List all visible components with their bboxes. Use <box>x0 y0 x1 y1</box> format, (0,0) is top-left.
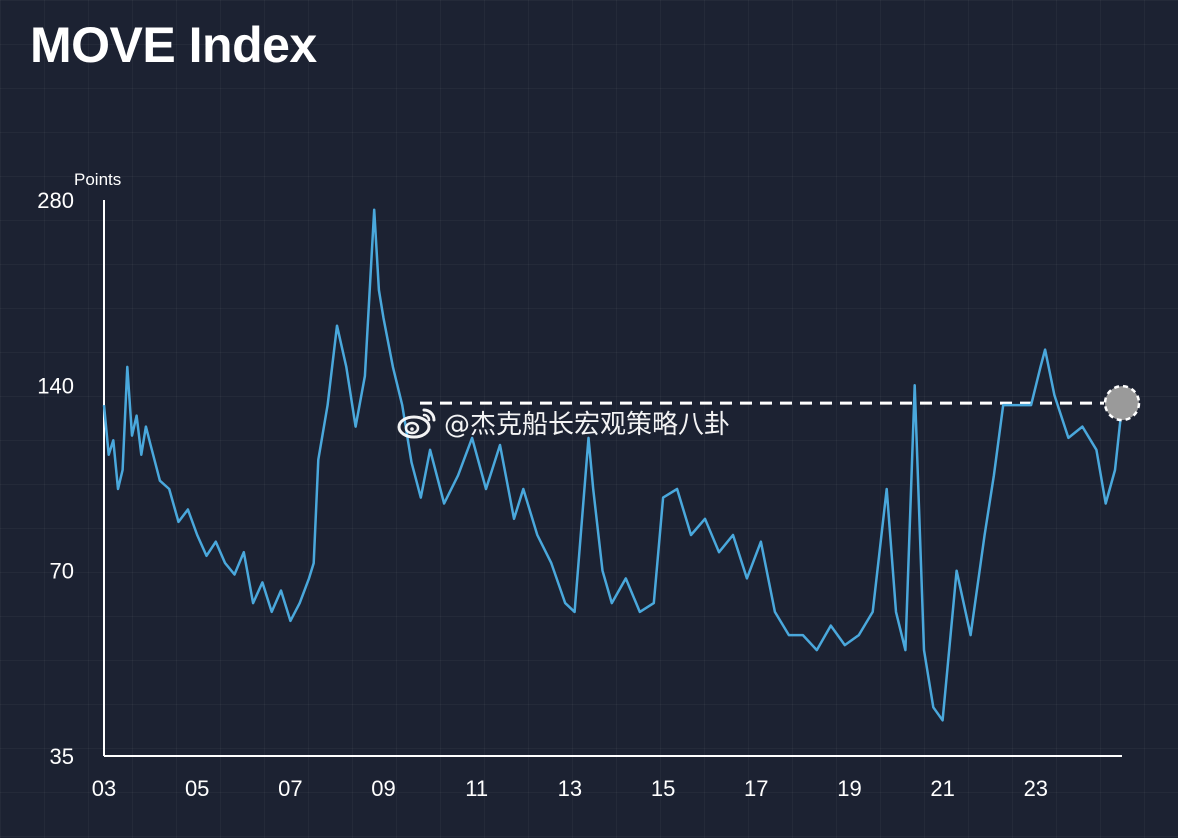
watermark-text: @杰克船长宏观策略八卦 <box>444 410 731 440</box>
weibo-logo-icon <box>397 408 436 438</box>
watermark: @杰克船长宏观策略八卦 <box>396 404 730 441</box>
y-tick-label: 35 <box>50 744 74 769</box>
y-axis: Points <box>74 170 121 756</box>
y-axis-title: Points <box>74 170 121 189</box>
x-tick-label: 17 <box>744 776 768 801</box>
y-tick-label: 280 <box>37 188 74 213</box>
x-tick-label: 15 <box>651 776 675 801</box>
x-tick-labels: 03 05 07 09 11 13 15 17 19 21 23 <box>92 776 1048 801</box>
y-tick-label: 70 <box>50 559 74 584</box>
x-tick-label: 05 <box>185 776 209 801</box>
x-tick-label: 03 <box>92 776 116 801</box>
chart-title: MOVE Index <box>30 17 317 73</box>
x-tick-label: 19 <box>837 776 861 801</box>
x-tick-label: 09 <box>371 776 395 801</box>
x-tick-label: 21 <box>930 776 954 801</box>
move-index-series-line <box>102 208 1124 722</box>
x-tick-label: 07 <box>278 776 302 801</box>
x-tick-label: 11 <box>465 776 488 801</box>
x-tick-label: 13 <box>558 776 582 801</box>
latest-value-marker <box>1103 384 1141 422</box>
y-tick-labels: 280 140 70 35 <box>37 188 74 769</box>
x-tick-label: 23 <box>1024 776 1048 801</box>
y-tick-label: 140 <box>37 373 74 398</box>
